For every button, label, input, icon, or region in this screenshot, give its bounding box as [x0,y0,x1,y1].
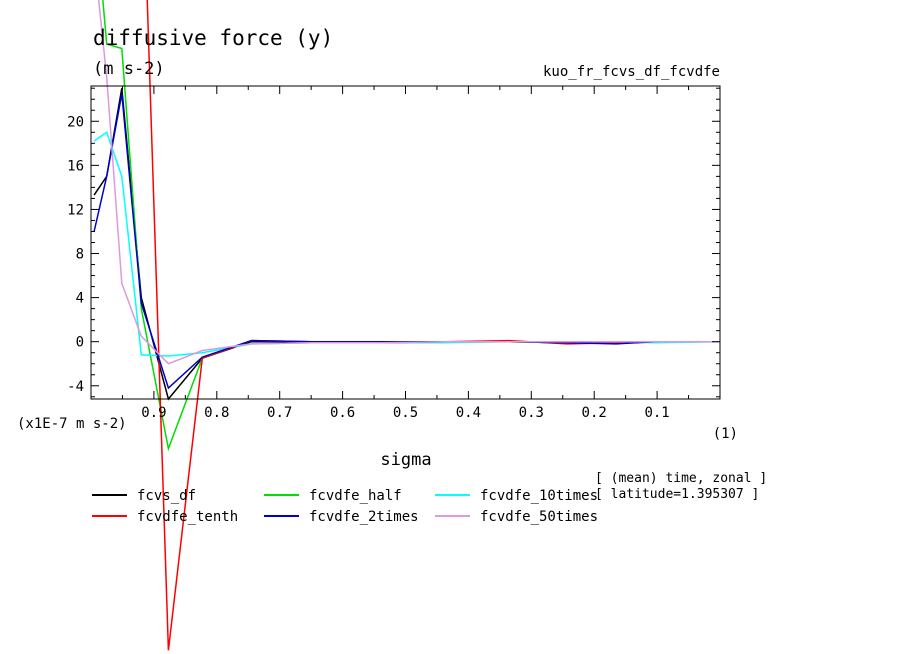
x-tick-label: 0.8 [204,405,229,421]
axis-ticks: -4 0 4 8 12 16 20 0.9 0.8 0.7 0.6 0.5 0.4 0.3 0.2 0.1 [67,86,720,421]
legend-label-fcvdfe_2times: fcvdfe_2times [309,509,419,525]
info-line-time: [ (mean) time, zonal ] [595,471,767,486]
variable-name: kuo_fr_fcvs_df_fcvdfe [543,64,720,80]
x-tick-label: 0.3 [519,405,544,421]
y-tick-label: 20 [67,114,84,130]
series-line-fcvs_df [93,88,720,401]
legend-label-fcvdfe_tenth: fcvdfe_tenth [137,509,238,525]
series-line-fcvdfe_50times [97,0,720,365]
series-lines [93,0,720,651]
info-line-latitude: [ latitude=1.395307 ] [595,487,759,502]
x-unit-label: (1) [713,426,738,442]
x-tick-label: 0.2 [582,405,607,421]
plot-frame [90,85,721,400]
legend-label-fcvs_df: fcvs_df [137,488,196,504]
y-tick-label: 8 [76,247,84,263]
legend-label-fcvdfe_50times: fcvdfe_50times [480,509,598,525]
y-tick-label: 16 [67,158,84,174]
chart-units: (m s-2) [93,59,165,79]
legend-label-fcvdfe_half: fcvdfe_half [309,488,402,504]
series-line-fcvdfe_tenth [146,0,720,651]
x-tick-label: 0.4 [456,405,481,421]
series-line-fcvdfe_10times [93,131,720,357]
x-tick-label: 0.9 [141,405,166,421]
x-tick-label: 0.7 [267,405,292,421]
y-tick-label: 0 [76,335,84,351]
y-scale-note: (x1E-7 m s-2) [17,416,127,432]
x-tick-label: 0.1 [644,405,669,421]
x-tick-label: 0.6 [330,405,355,421]
legend: fcvs_df fcvdfe_half fcvdfe_10times fcvdfe_t… [92,488,598,525]
y-tick-label: -4 [67,379,84,395]
y-tick-label: 12 [67,202,84,218]
x-tick-label: 0.5 [393,405,418,421]
x-axis-label: sigma [380,450,431,470]
series-line-fcvdfe_2times [93,93,720,390]
y-tick-label: 4 [76,291,84,307]
legend-label-fcvdfe_10times: fcvdfe_10times [480,488,598,504]
chart-title: diffusive force (y) [93,26,333,50]
